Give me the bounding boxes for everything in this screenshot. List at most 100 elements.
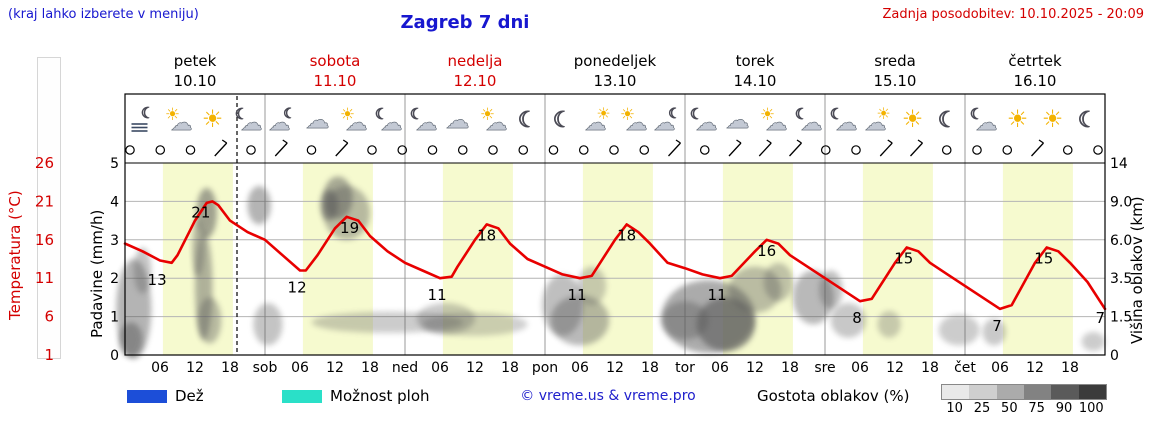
moon-icon: ☾: [938, 108, 958, 133]
x-hour-label: 12: [466, 360, 484, 376]
moon-icon: ☾: [141, 104, 154, 122]
day-date: 12.10: [454, 72, 497, 90]
wind-barb-icon: [910, 142, 923, 157]
temperature-value-label: 19: [340, 219, 359, 237]
precipitation-tick: 5: [110, 156, 119, 172]
cloud-icon: ☁: [626, 111, 648, 136]
cloud-blob: [192, 218, 204, 277]
day-name: nedelja: [447, 52, 502, 70]
moon-icon: ☾: [1078, 108, 1098, 133]
wind-calm-icon: [609, 145, 619, 155]
wind-barb-icon: [274, 142, 288, 157]
x-day-abbrev: sob: [253, 360, 278, 376]
precipitation-tick: 0: [110, 348, 119, 364]
wind-calm-icon: [518, 145, 529, 155]
density-tick-label: 50: [1001, 401, 1018, 416]
moon-icon: ☾: [518, 108, 538, 133]
cloud-height-tick: 9.0: [1110, 194, 1132, 210]
cloud-icon: ☁: [446, 106, 470, 134]
cloud-icon: ☁: [654, 111, 676, 136]
x-hour-label: 06: [151, 360, 169, 376]
cloud-icon: ☁: [585, 111, 607, 136]
x-hour-label: 06: [291, 360, 309, 376]
day-date: 15.10: [874, 72, 917, 90]
page-title: Zagreb 7 dni: [400, 12, 530, 33]
temperature-value-label: 18: [617, 226, 636, 244]
rain-legend-label: Dež: [175, 387, 204, 405]
copyright-link[interactable]: © vreme.us & vreme.pro: [520, 388, 696, 404]
cloud-icon: ☁: [381, 111, 403, 136]
chart-frame: [124, 93, 1106, 356]
cloud-height-tick: 1.5: [1110, 310, 1132, 326]
x-hour-label: 12: [886, 360, 904, 376]
cloud-icon: ☁: [306, 106, 330, 134]
temperature-value-label: 12: [288, 279, 307, 297]
wind-barb-icon: [668, 142, 681, 157]
menu-hint: (kraj lahko izberete v meniju): [8, 7, 199, 22]
cloud-icon: ☁: [696, 111, 718, 136]
cloud-blob: [133, 247, 152, 294]
wind-calm-icon: [457, 145, 468, 155]
sun-icon: ☀: [902, 105, 924, 133]
wind-calm-icon: [427, 145, 438, 155]
cloud-icon: ☁: [836, 111, 858, 136]
cloud-blob: [1081, 331, 1106, 352]
cloud-height-tick: 6.0: [1110, 233, 1132, 249]
density-tick-label: 90: [1055, 401, 1073, 416]
wind-calm-icon: [367, 145, 377, 155]
moon-icon: ☾: [795, 105, 808, 123]
cloud-blob: [938, 314, 980, 346]
precipitation-tick: 3: [110, 233, 119, 249]
x-day-abbrev: čet: [954, 360, 976, 376]
wind-barb-icon: [766, 139, 772, 144]
density-step: [969, 385, 997, 399]
showers-legend-swatch: [282, 390, 322, 403]
wind-barb-icon: [1038, 139, 1044, 144]
temperature-value-label: 7: [1096, 309, 1106, 327]
sun-icon: ☀: [202, 105, 224, 133]
x-hour-label: 18: [501, 360, 519, 376]
wind-calm-icon: [488, 145, 498, 155]
day-date: 14.10: [734, 72, 777, 90]
cloud-icon: ☁: [346, 111, 368, 136]
sun-icon: ☀: [165, 105, 180, 125]
cloud-icon: ☁: [269, 111, 291, 136]
wind-calm-icon: [699, 145, 710, 155]
sun-icon: ☀: [480, 105, 495, 125]
cloud-blob: [830, 303, 866, 338]
wind-calm-icon: [125, 145, 135, 155]
moon-icon: ☾: [283, 106, 296, 122]
density-tick-label: 10: [946, 401, 963, 416]
temperature-tick: 26: [35, 154, 54, 172]
cloud-blob: [119, 322, 143, 357]
sun-icon: ☀: [760, 105, 775, 125]
cloud-blob: [416, 303, 476, 334]
wind-calm-icon: [1062, 145, 1073, 155]
wind-calm-icon: [639, 145, 650, 155]
temperature-value-label: 8: [852, 309, 862, 327]
x-hour-label: 18: [921, 360, 939, 376]
temperature-tick: 21: [35, 192, 54, 210]
cloud-icon: ☁: [801, 111, 823, 136]
cloud-height-tick: 3.5: [1110, 271, 1132, 287]
x-hour-label: 18: [781, 360, 799, 376]
cloud-height-tick: 14: [1110, 156, 1128, 172]
x-hour-label: 06: [431, 360, 449, 376]
temperature-value-label: 11: [708, 286, 727, 304]
wind-calm-icon: [185, 145, 196, 155]
wind-barb-icon: [879, 142, 893, 157]
precipitation-tick: 1: [110, 310, 119, 326]
last-update-timestamp: Zadnja posodobitev: 10.10.2025 - 20:09: [882, 7, 1144, 22]
temperature-value-label: 11: [568, 286, 587, 304]
cloud-icon: ☁: [865, 111, 887, 136]
wind-calm-icon: [246, 145, 256, 155]
temperature-value-label: 11: [428, 286, 447, 304]
sun-icon: ☀: [596, 104, 610, 123]
x-hour-label: 12: [606, 360, 624, 376]
wind-barb-icon: [796, 139, 802, 144]
moon-icon: ☾: [553, 108, 573, 133]
wind-barb-icon: [214, 142, 228, 157]
showers-legend-label: Možnost ploh: [330, 387, 430, 405]
cloud-icon: ☁: [726, 106, 750, 134]
